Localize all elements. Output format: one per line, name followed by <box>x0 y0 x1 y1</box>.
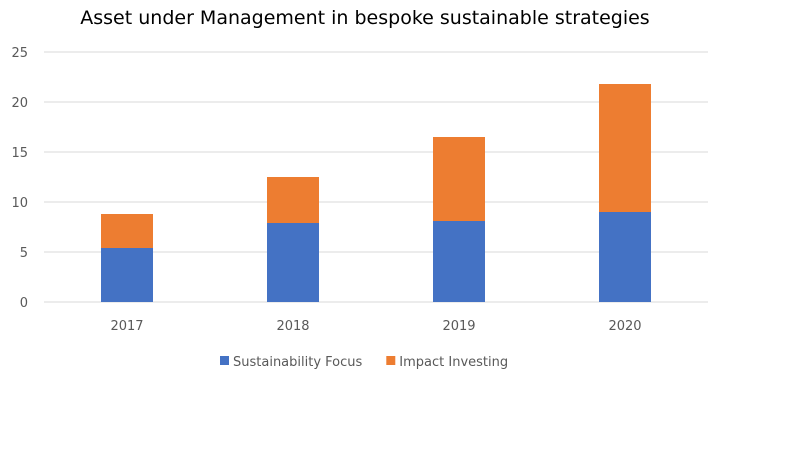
bar-sustainability-focus-2019 <box>433 221 485 302</box>
x-tick-label: 2020 <box>608 319 641 334</box>
bar-impact-investing-2017 <box>101 214 153 248</box>
x-tick-label: 2018 <box>276 319 309 334</box>
y-tick-label: 15 <box>11 146 28 161</box>
y-tick-label: 5 <box>20 246 28 261</box>
x-tick-label: 2017 <box>110 319 143 334</box>
bar-impact-investing-2018 <box>267 177 319 223</box>
x-tick-label: 2019 <box>442 319 475 334</box>
chart-title: Asset under Management in bespoke sustai… <box>80 7 649 29</box>
legend-label: Impact Investing <box>399 355 508 370</box>
bar-sustainability-focus-2018 <box>267 223 319 302</box>
bar-sustainability-focus-2020 <box>599 212 651 302</box>
bar-sustainability-focus-2017 <box>101 248 153 302</box>
y-tick-label: 25 <box>11 46 28 61</box>
y-tick-label: 0 <box>20 296 28 311</box>
legend-swatch <box>220 356 229 365</box>
bar-impact-investing-2020 <box>599 84 651 212</box>
legend-swatch <box>386 356 396 365</box>
y-tick-label: 10 <box>11 196 28 211</box>
legend-label: Sustainability Focus <box>233 355 363 370</box>
y-tick-label: 20 <box>11 96 28 111</box>
bar-impact-investing-2019 <box>433 137 485 221</box>
